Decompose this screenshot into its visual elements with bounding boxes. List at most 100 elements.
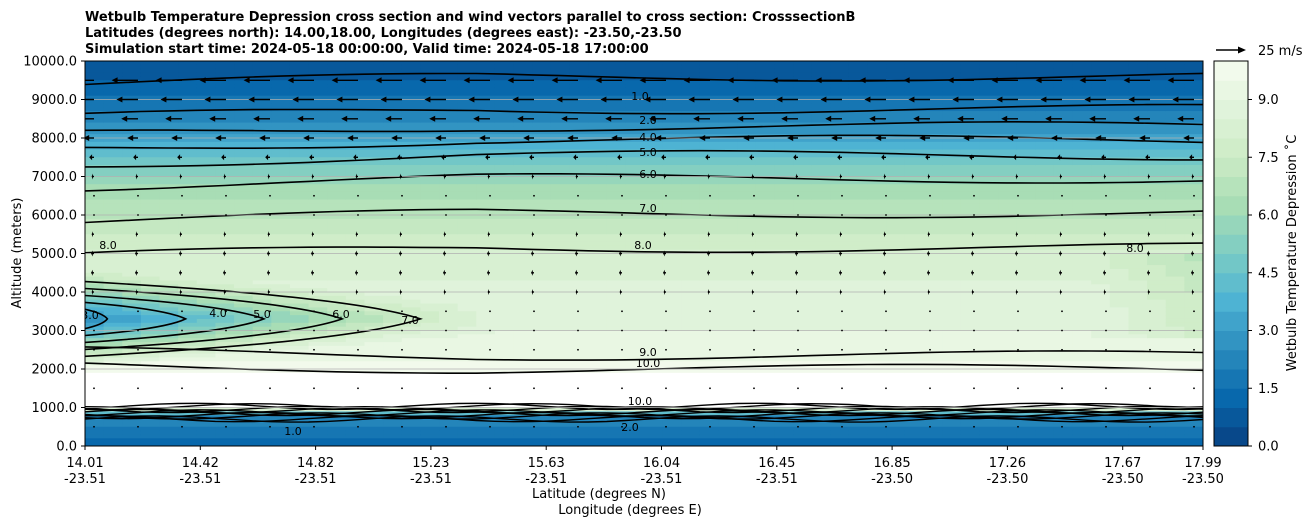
field-cell	[737, 338, 757, 343]
field-cell	[401, 430, 421, 436]
field-cell	[457, 268, 477, 274]
field-cell	[886, 395, 906, 401]
field-cell	[271, 149, 291, 154]
field-cell	[420, 365, 440, 370]
field-cell	[383, 149, 403, 154]
field-cell	[215, 138, 235, 143]
field-cell	[737, 345, 757, 351]
field-cell	[830, 357, 850, 362]
field-cell	[439, 218, 459, 224]
field-cell	[904, 338, 925, 343]
field-cell	[457, 72, 477, 77]
field-cell	[476, 157, 496, 162]
field-cell	[904, 334, 925, 339]
field-cell	[494, 84, 515, 89]
field-cell	[662, 64, 682, 70]
field-cell	[196, 322, 217, 328]
field-cell	[439, 322, 459, 328]
field-cell	[383, 403, 403, 409]
field-cell	[848, 230, 869, 235]
field-cell	[215, 345, 235, 351]
field-cell	[774, 211, 794, 216]
field-cell	[737, 257, 757, 262]
field-cell	[718, 272, 738, 278]
field-cell	[960, 434, 980, 439]
field-cell	[960, 422, 980, 428]
field-cell	[439, 87, 459, 93]
field-cell	[550, 426, 571, 432]
field-cell	[140, 118, 161, 124]
field-cell	[904, 176, 925, 181]
field-cell	[494, 261, 515, 266]
field-cell	[196, 342, 217, 347]
field-cell	[923, 280, 943, 285]
field-cell	[588, 326, 608, 332]
field-cell	[606, 276, 626, 282]
field-cell	[904, 238, 925, 243]
field-cell	[886, 334, 906, 339]
field-cell	[867, 76, 887, 81]
field-cell	[755, 357, 776, 362]
field-cell	[755, 168, 776, 174]
field-cell	[439, 292, 459, 297]
field-cell	[252, 261, 272, 266]
field-cell	[662, 430, 682, 436]
field-cell	[457, 211, 477, 216]
field-cell	[923, 153, 943, 158]
field-cell	[718, 430, 738, 436]
field-cell	[289, 399, 310, 405]
field-cell	[942, 395, 962, 401]
field-cell	[420, 292, 440, 297]
field-cell	[122, 372, 142, 378]
field-cell	[122, 99, 142, 104]
field-cell	[569, 118, 589, 124]
field-cell	[364, 68, 384, 74]
field-cell	[681, 138, 701, 143]
field-cell	[625, 376, 645, 382]
field-cell	[457, 68, 477, 74]
field-cell	[234, 365, 254, 370]
field-cell	[755, 384, 776, 389]
field-cell	[867, 345, 887, 351]
field-cell	[923, 399, 943, 405]
field-cell	[811, 388, 831, 393]
field-cell	[345, 292, 366, 297]
field-cell	[569, 334, 589, 339]
field-cell	[513, 311, 533, 316]
field-cell	[588, 64, 608, 70]
field-cell	[178, 126, 198, 131]
field-cell	[513, 365, 533, 370]
field-cell	[85, 322, 105, 328]
field-cell	[606, 130, 626, 135]
field-cell	[383, 419, 403, 424]
field-cell	[476, 134, 496, 139]
field-cell	[122, 365, 142, 370]
field-cell	[476, 292, 496, 297]
field-cell	[308, 392, 328, 397]
field-cell	[457, 334, 477, 339]
field-cell	[774, 265, 794, 270]
field-cell	[830, 207, 850, 212]
field-cell	[271, 392, 291, 397]
field-cell	[681, 176, 701, 181]
field-cell	[923, 80, 943, 85]
field-cell	[476, 399, 496, 405]
field-cell	[122, 276, 142, 282]
field-cell	[644, 318, 664, 324]
field-cell	[569, 438, 589, 443]
field-cell	[569, 311, 589, 316]
field-cell	[774, 218, 794, 224]
field-cell	[755, 99, 776, 104]
field-cell	[140, 99, 161, 104]
field-cell	[215, 330, 235, 335]
field-cell	[178, 361, 198, 366]
field-cell	[960, 99, 980, 104]
field-cell	[867, 399, 887, 405]
field-cell	[494, 253, 515, 258]
field-cell	[923, 430, 943, 436]
field-cell	[532, 230, 552, 235]
field-cell	[718, 245, 738, 251]
field-cell	[737, 157, 757, 162]
field-cell	[178, 442, 198, 446]
field-cell	[439, 180, 459, 185]
